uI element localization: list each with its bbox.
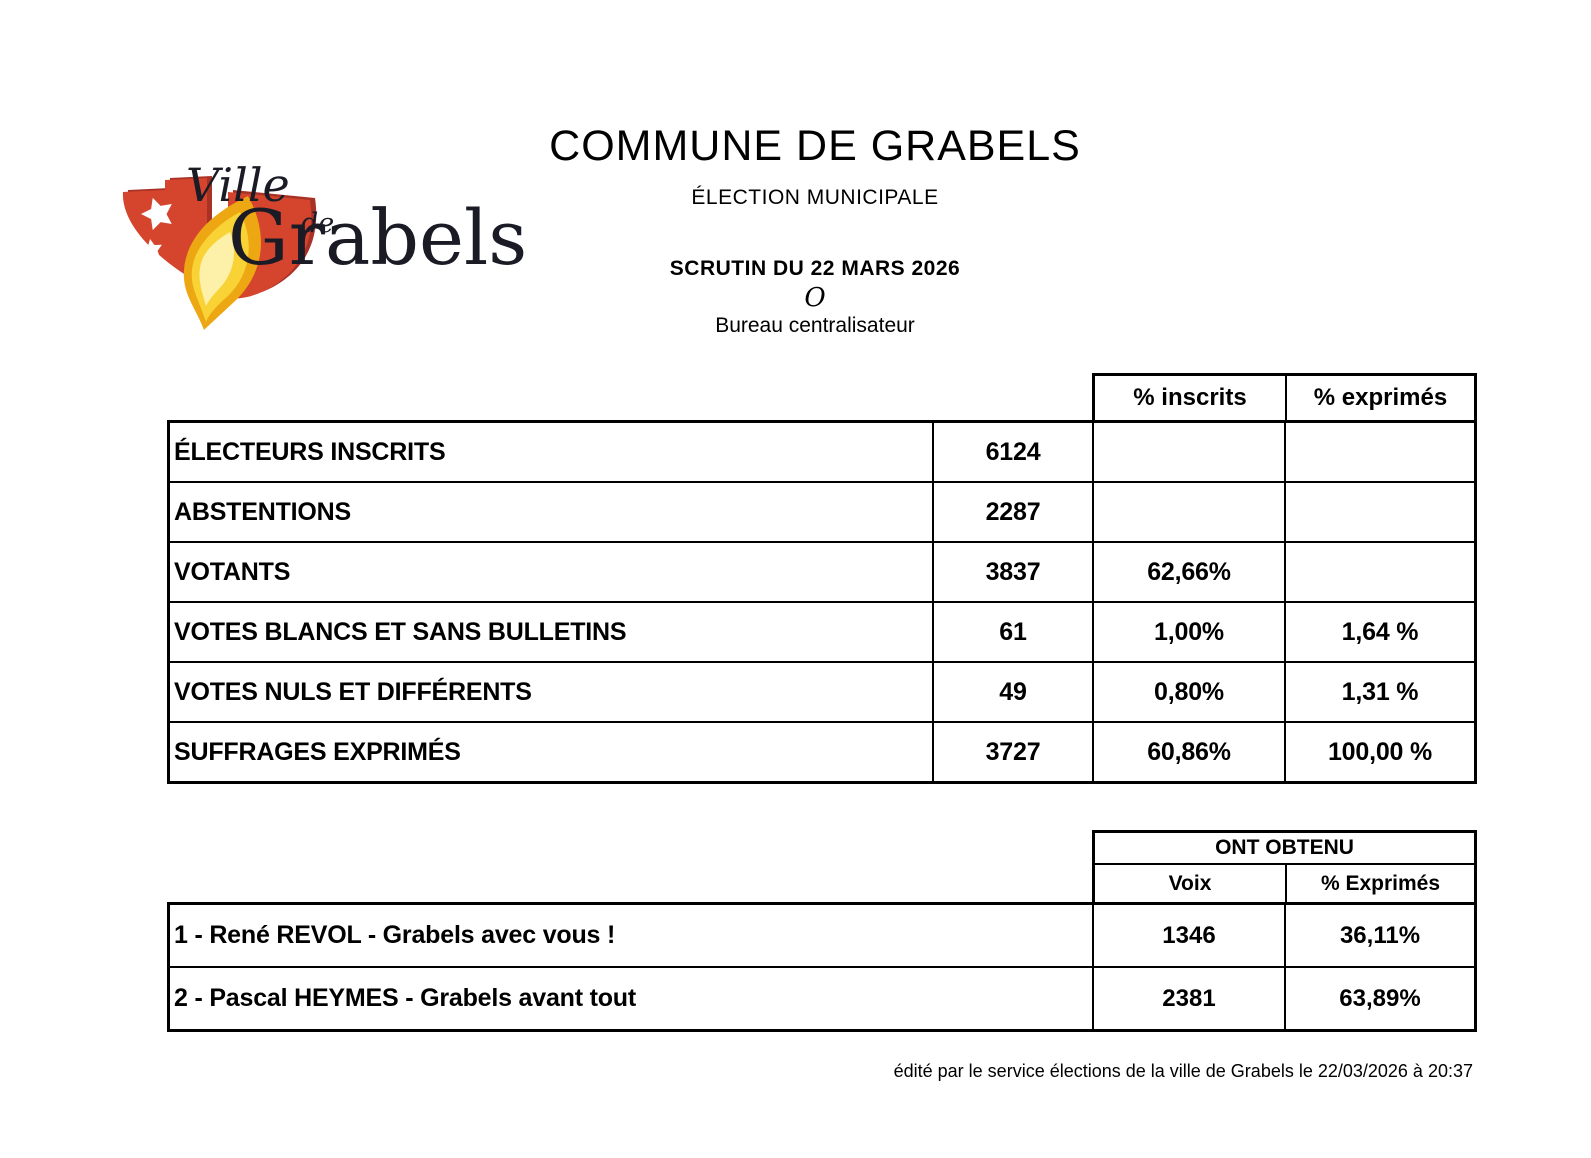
group-header-ont-obtenu: ONT OBTENU xyxy=(1095,833,1474,863)
edition-footer: édité par le service élections de la vil… xyxy=(893,1061,1473,1081)
col-header-pct-inscrits: % inscrits xyxy=(1095,376,1285,420)
logo-text-ville: Ville xyxy=(186,158,290,212)
row-pct-exprimes: 1,31 % xyxy=(1286,663,1474,721)
row-pct-exprimes: 100,00 % xyxy=(1286,723,1474,781)
col-header-pct-exprimes: % exprimés xyxy=(1287,376,1474,420)
row-label: ÉLECTEURS INSCRITS xyxy=(170,423,932,481)
row-label: SUFFRAGES EXPRIMÉS xyxy=(170,723,932,781)
candidate-label: 1 - René REVOL - Grabels avec vous ! xyxy=(170,905,1092,966)
shield-stars xyxy=(140,197,172,281)
row-label: ABSTENTIONS xyxy=(170,483,932,541)
candidates-header-box: ONT OBTENU Voix % Exprimés xyxy=(1092,830,1477,905)
row-pct-exprimes xyxy=(1286,543,1474,601)
row-pct-exprimes: 1,64 % xyxy=(1286,603,1474,661)
row-label: VOTES BLANCS ET SANS BULLETINS xyxy=(170,603,932,661)
row-pct-inscrits xyxy=(1094,423,1284,481)
row-label: VOTES NULS ET DIFFÉRENTS xyxy=(170,663,932,721)
logo-text-grabels: Grabels xyxy=(228,193,528,282)
candidates-table: 1 - René REVOL - Grabels avec vous ! 134… xyxy=(167,902,1477,1032)
candidate-pct: 63,89% xyxy=(1286,968,1474,1029)
row-pct-exprimes xyxy=(1286,423,1474,481)
row-pct-inscrits: 62,66% xyxy=(1094,543,1284,601)
row-value: 49 xyxy=(934,663,1092,721)
flame-icon xyxy=(183,196,261,330)
scrutin-date-line: SCRUTIN DU 22 MARS 2026 xyxy=(669,257,961,280)
row-pct-inscrits: 1,00% xyxy=(1094,603,1284,661)
candidate-label: 2 - Pascal HEYMES - Grabels avant tout xyxy=(170,968,1092,1029)
bureau-line: Bureau centralisateur xyxy=(715,314,915,337)
row-value: 3837 xyxy=(934,543,1092,601)
row-value: 6124 xyxy=(934,423,1092,481)
row-value: 61 xyxy=(934,603,1092,661)
row-pct-inscrits: 60,86% xyxy=(1094,723,1284,781)
row-pct-exprimes xyxy=(1286,483,1474,541)
page-subtitle: ÉLECTION MUNICIPALE xyxy=(691,186,939,209)
city-shield-flame-logo xyxy=(122,176,317,330)
logo-text-de: de xyxy=(301,208,335,239)
candidate-voix: 1346 xyxy=(1094,905,1284,966)
col-header-pct-exprimes: % Exprimés xyxy=(1287,865,1474,902)
row-label: VOTANTS xyxy=(170,543,932,601)
col-header-voix: Voix xyxy=(1095,865,1285,902)
ornament-o: O xyxy=(804,283,826,313)
row-value: 2287 xyxy=(934,483,1092,541)
row-pct-inscrits xyxy=(1094,483,1284,541)
results-percent-header: % inscrits % exprimés xyxy=(1092,373,1477,423)
results-table: ÉLECTEURS INSCRITS 6124 ABSTENTIONS 2287… xyxy=(167,420,1477,784)
candidate-voix: 2381 xyxy=(1094,968,1284,1029)
page-title: COMMUNE DE GRABELS xyxy=(549,122,1081,170)
row-pct-inscrits: 0,80% xyxy=(1094,663,1284,721)
row-value: 3727 xyxy=(934,723,1092,781)
candidate-pct: 36,11% xyxy=(1286,905,1474,966)
